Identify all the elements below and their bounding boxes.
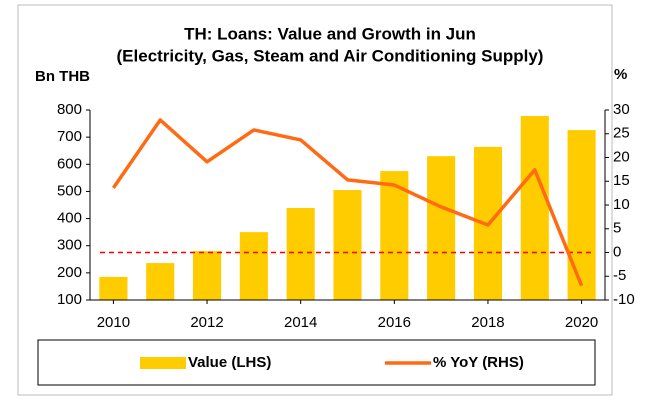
y2-tick-label: 30 <box>613 101 630 118</box>
bar <box>520 115 549 300</box>
y-tick-label: 700 <box>57 128 82 145</box>
legend-label: % YoY (RHS) <box>433 354 524 371</box>
bar <box>333 190 362 300</box>
line-series <box>111 118 584 287</box>
bar <box>427 156 456 300</box>
y-tick-label: 400 <box>57 210 82 227</box>
bar <box>239 232 268 300</box>
frame <box>17 4 613 396</box>
x-tick-label: 2012 <box>190 314 223 331</box>
y-tick-label: 600 <box>57 155 82 172</box>
legend-box <box>37 339 596 386</box>
y-tick-label: 800 <box>57 101 82 118</box>
x-tick-label: 2016 <box>378 314 411 331</box>
legend-swatch <box>140 357 186 369</box>
bar <box>380 171 409 300</box>
bar <box>286 207 315 300</box>
x-tick-label: 2010 <box>97 314 130 331</box>
y2-tick-label: -5 <box>613 267 626 284</box>
bar <box>193 251 222 300</box>
y2-tick-label: -10 <box>613 291 635 308</box>
y2-tick-label: 20 <box>613 148 630 165</box>
y2-tick-label: 0 <box>613 243 621 260</box>
y-tick-label: 200 <box>57 264 82 281</box>
y-tick-label: 500 <box>57 182 82 199</box>
legend-label: Value (LHS) <box>188 354 271 371</box>
y-tick-label: 100 <box>57 291 82 308</box>
x-tick-label: 2014 <box>284 314 317 331</box>
x-tick-label: 2018 <box>471 314 504 331</box>
y2-tick-label: 15 <box>613 172 630 189</box>
y2-tick-label: 10 <box>613 196 630 213</box>
y2-tick-label: 25 <box>613 125 630 142</box>
bar <box>146 263 175 300</box>
chart-title: TH: Loans: Value and Growth in Jun <box>184 24 476 43</box>
chart-title: (Electricity, Gas, Steam and Air Conditi… <box>117 46 544 65</box>
y2-axis-label: % <box>614 66 627 83</box>
y2-tick-label: 5 <box>613 220 621 237</box>
y-axis-label: Bn THB <box>35 68 90 85</box>
x-tick-label: 2020 <box>565 314 598 331</box>
bar <box>567 130 596 300</box>
y-tick-label: 300 <box>57 237 82 254</box>
bar <box>99 276 128 300</box>
